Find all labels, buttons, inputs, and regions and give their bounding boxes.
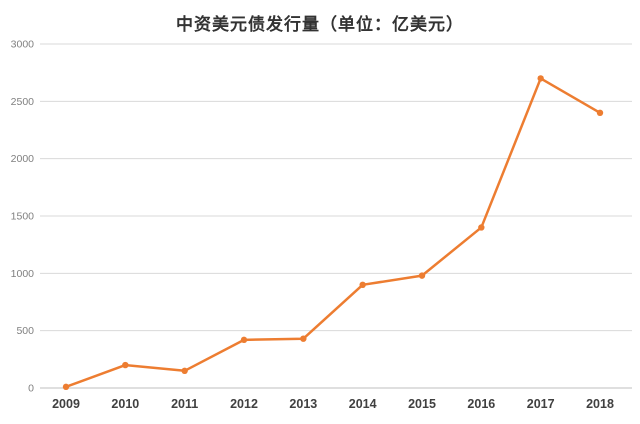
data-point-marker — [478, 224, 485, 231]
data-point-marker — [300, 335, 307, 342]
y-tick-label: 500 — [16, 325, 34, 337]
data-point-marker — [359, 281, 366, 288]
series-line — [64, 77, 602, 389]
data-point-marker — [62, 383, 70, 391]
x-tick-label: 2015 — [408, 397, 436, 411]
x-tick-label: 2013 — [289, 397, 317, 411]
y-tick-label: 0 — [28, 383, 34, 395]
chart-title: 中资美元债发行量（单位：亿美元） — [176, 15, 464, 34]
x-tick-label: 2012 — [230, 397, 258, 411]
y-tick-label: 2000 — [11, 153, 35, 165]
y-tick-label: 1500 — [11, 211, 35, 223]
y-tick-label: 3000 — [11, 39, 35, 51]
x-tick-label: 2009 — [52, 397, 80, 411]
y-tick-label: 2500 — [11, 96, 35, 108]
data-point-marker — [240, 336, 248, 344]
data-point-marker — [537, 75, 544, 82]
data-point-marker — [418, 272, 426, 279]
data-point-marker — [181, 367, 188, 374]
x-tick-label: 2018 — [586, 397, 614, 411]
data-point-marker — [122, 361, 129, 369]
x-tick-label: 2010 — [111, 397, 139, 411]
x-tick-label: 2017 — [527, 397, 555, 411]
x-tick-label: 2011 — [171, 397, 198, 411]
x-tick-label: 2016 — [467, 397, 495, 411]
data-point-marker — [596, 109, 604, 117]
y-tick-label: 1000 — [11, 268, 35, 280]
x-tick-label: 2014 — [349, 397, 377, 411]
